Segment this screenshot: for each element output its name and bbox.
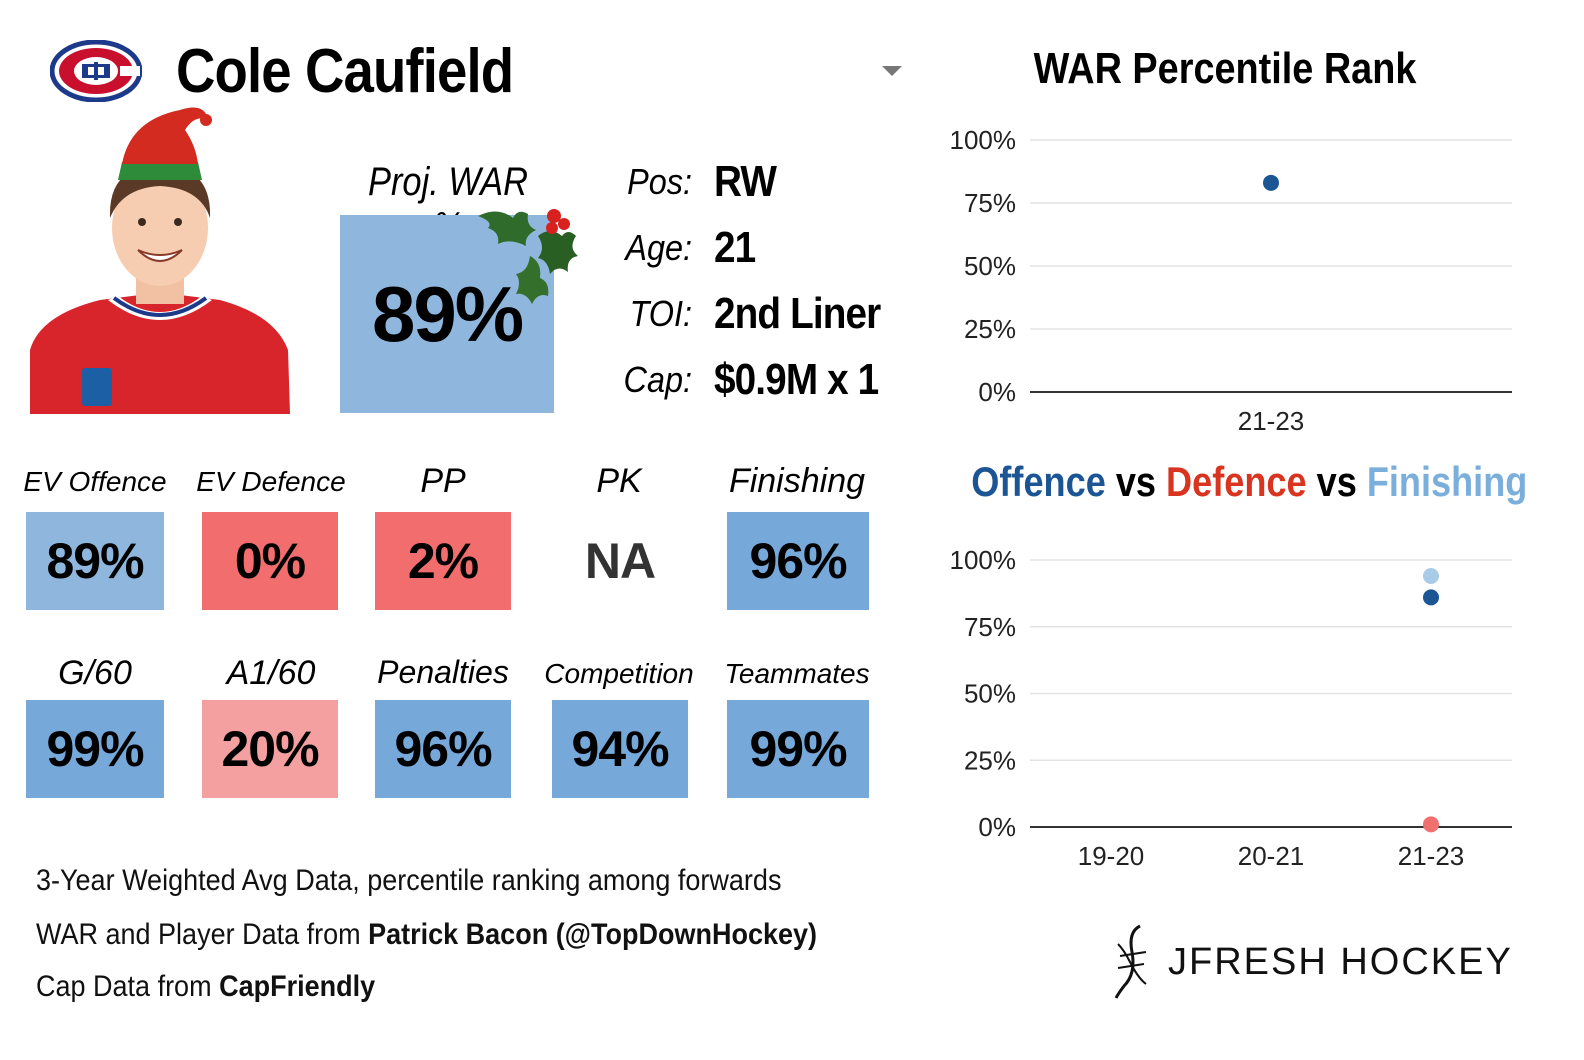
stat-box-finishing: 96% xyxy=(727,512,869,610)
info-row-toi: TOI: 2nd Liner xyxy=(606,284,903,344)
info-value: 2nd Liner xyxy=(714,289,881,338)
title-defence: Defence xyxy=(1166,458,1307,505)
y-tick-label: 25% xyxy=(964,745,1016,775)
stat-box-ev-defence: 0% xyxy=(202,512,338,610)
info-label: Age: xyxy=(625,227,692,268)
footnote-cap-source: Cap Data from CapFriendly xyxy=(36,970,375,1004)
brand-name: JFRESH HOCKEY xyxy=(1168,940,1513,983)
stat-box-penalties: 96% xyxy=(375,700,511,798)
stat-box-pk: NA xyxy=(584,533,656,589)
ovd-chart-title: Offence vs Defence vs Finishing xyxy=(971,458,1527,506)
title-offence: Offence xyxy=(971,458,1106,505)
title-vs-2: vs xyxy=(1306,458,1367,505)
stat-label-ev-defence: EV Defence xyxy=(196,466,346,497)
brand: JFRESH HOCKEY xyxy=(1110,922,1520,1002)
x-tick-label: 21-23 xyxy=(1398,841,1465,871)
x-tick-label: 20-21 xyxy=(1238,841,1305,871)
stat-label-a160: A1/60 xyxy=(226,654,316,692)
stat-box-a160: 20% xyxy=(202,700,338,798)
war-percentile-chart: 0% 25% 50% 75% 100% 21-23 xyxy=(950,125,1512,436)
y-tick-label: 75% xyxy=(964,612,1016,642)
holly-icon xyxy=(478,209,578,304)
stat-box-ev-offence: 89% xyxy=(26,512,164,610)
footnote-war-author: Patrick Bacon (@TopDownHockey) xyxy=(368,918,818,951)
stat-label-ev-offence: EV Offence xyxy=(23,466,167,497)
title-vs-1: vs xyxy=(1105,458,1167,505)
info-value: RW xyxy=(714,157,777,206)
info-label: Pos: xyxy=(627,161,692,202)
footnote-cap-prefix: Cap Data from xyxy=(36,970,220,1003)
stat-box-competition: 94% xyxy=(552,700,688,798)
stat-label-pp: PP xyxy=(420,462,466,500)
y-tick-label: 0% xyxy=(978,377,1016,407)
info-row-age: Age: 21 xyxy=(606,218,761,278)
x-tick-label: 21-23 xyxy=(1238,406,1305,436)
y-tick-label: 0% xyxy=(978,812,1016,842)
stat-box-pp: 2% xyxy=(375,512,511,610)
jfresh-logo-icon xyxy=(1114,924,1147,999)
info-row-pos: Pos: RW xyxy=(606,152,785,212)
info-label: TOI: xyxy=(629,293,692,334)
point-finishing xyxy=(1423,568,1439,585)
stat-label-finishing: Finishing xyxy=(728,462,866,500)
offence-defence-finishing-chart: 0% 25% 50% 75% 100% 19-20 20-21 21-23 xyxy=(950,545,1512,871)
stat-label-pk: PK xyxy=(596,462,642,500)
info-value: 21 xyxy=(714,223,756,272)
y-tick-label: 25% xyxy=(964,314,1016,344)
point-war xyxy=(1263,174,1279,191)
info-row-cap: Cap: $0.9M x 1 xyxy=(606,350,901,410)
y-tick-label: 75% xyxy=(964,188,1016,218)
y-tick-label: 50% xyxy=(964,251,1016,281)
point-defence xyxy=(1423,816,1439,833)
chevron-down-icon[interactable] xyxy=(880,62,904,80)
stat-label-g60: G/60 xyxy=(58,654,132,692)
y-tick-label: 100% xyxy=(950,545,1017,575)
stat-box-g60: 99% xyxy=(26,700,164,798)
x-tick-label: 19-20 xyxy=(1078,841,1145,871)
y-tick-label: 50% xyxy=(964,679,1016,709)
player-photo xyxy=(30,107,290,414)
title-finishing: Finishing xyxy=(1366,458,1528,505)
war-chart-title: WAR Percentile Rank xyxy=(1033,44,1417,93)
player-name: Cole Caufield xyxy=(176,37,514,106)
info-label: Cap: xyxy=(623,359,692,400)
canadiens-logo-icon xyxy=(50,40,142,102)
footnote-war-source: WAR and Player Data from Patrick Bacon (… xyxy=(36,918,817,952)
stat-box-teammates: 99% xyxy=(727,700,869,798)
stat-label-competition: Competition xyxy=(544,658,694,689)
footnote-war-prefix: WAR and Player Data from xyxy=(36,918,369,951)
point-offence xyxy=(1423,589,1439,606)
info-value: $0.9M x 1 xyxy=(714,355,879,404)
footnote-cap-author: CapFriendly xyxy=(219,970,376,1003)
y-tick-label: 100% xyxy=(950,125,1017,155)
stat-label-penalties: Penalties xyxy=(377,654,509,690)
footnote-data-desc: 3-Year Weighted Avg Data, percentile ran… xyxy=(36,864,782,897)
stat-label-teammates: Teammates xyxy=(724,658,870,689)
proj-war-value: 89% xyxy=(340,215,554,413)
